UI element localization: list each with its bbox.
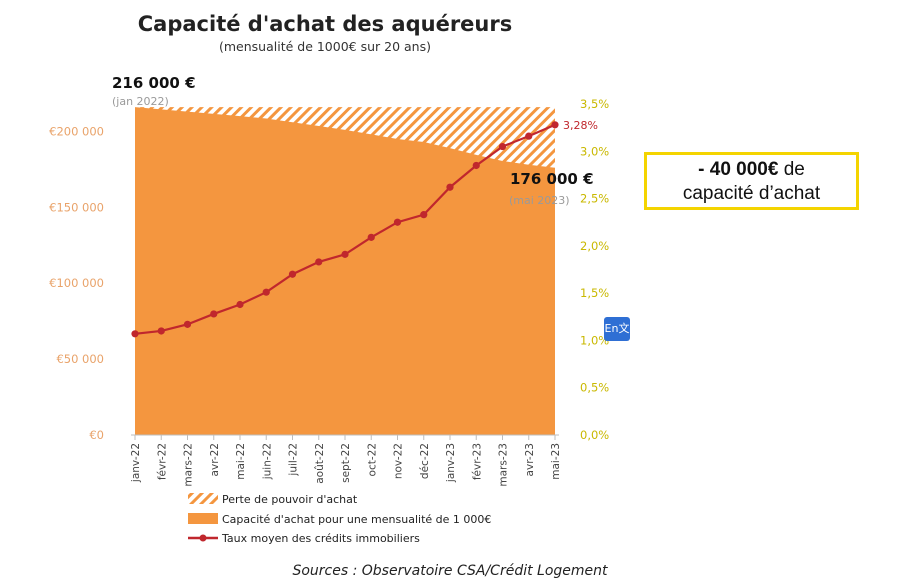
legend-swatch-loss — [188, 493, 218, 504]
rate-point — [210, 310, 218, 318]
callout-rest2: capacité d’achat — [682, 183, 821, 204]
source-note: Sources : Observatoire CSA/Crédit Logeme… — [292, 563, 608, 579]
x-tick-label: juin-22 — [261, 443, 273, 480]
rate-point — [262, 288, 270, 296]
start-value-label: 216 000 € — [112, 74, 196, 92]
rate-point — [131, 330, 139, 338]
right-tick-label: 0,5% — [580, 381, 609, 395]
rate-point — [551, 121, 559, 129]
callout-rest1: de — [778, 159, 805, 180]
chart-subtitle: (mensualité de 1000€ sur 20 ans) — [219, 39, 431, 54]
legend-label-loss: Perte de pouvoir d'achat — [222, 493, 358, 506]
rate-point — [525, 132, 533, 140]
rate-point — [236, 300, 244, 309]
right-tick-label: 2,5% — [580, 192, 609, 206]
legend-swatch-capacity — [188, 513, 218, 524]
last-rate-label: 3,28% — [563, 119, 598, 132]
rate-point — [315, 258, 323, 266]
legend-label-capacity: Capacité d'achat pour une mensualité de … — [222, 513, 491, 526]
left-tick-label: €50 000 — [56, 352, 104, 366]
legend-marker-rate — [199, 534, 207, 542]
left-tick-label: €100 000 — [49, 276, 104, 290]
legend-label-rate: Taux moyen des crédits immobiliers — [221, 532, 420, 545]
right-tick-label: 3,0% — [580, 144, 609, 158]
rate-point — [393, 218, 402, 226]
left-tick-label: €150 000 — [49, 200, 104, 214]
x-tick-label: sept-22 — [340, 443, 352, 483]
x-tick-label: mai-23 — [550, 443, 562, 480]
rate-point — [367, 233, 375, 241]
left-tick-label: €0 — [89, 428, 104, 442]
right-tick-label: 1,0% — [580, 333, 609, 347]
rate-point — [341, 250, 349, 258]
right-tick-label: 3,5% — [580, 97, 609, 111]
x-tick-label: juil-22 — [288, 443, 300, 477]
x-tick-label: mars-22 — [183, 443, 195, 487]
x-tick-label: déc-22 — [419, 443, 431, 479]
rate-point — [183, 320, 192, 328]
left-tick-label: €200 000 — [49, 124, 104, 138]
rate-point — [288, 270, 297, 278]
x-tick-label: avr-22 — [209, 443, 221, 476]
x-tick-label: avr-23 — [524, 443, 536, 476]
rate-point — [446, 183, 454, 191]
right-tick-label: 1,5% — [580, 286, 609, 300]
callout-strong: - 40 000€ — [698, 159, 779, 180]
rate-point — [157, 327, 165, 335]
x-tick-label: févr-23 — [471, 443, 483, 480]
x-tick-label: janv-23 — [445, 443, 457, 483]
chart-title: Capacité d'achat des aquéreurs — [138, 12, 512, 36]
rate-point — [472, 161, 480, 170]
right-tick-label: 2,0% — [580, 239, 609, 253]
x-tick-label: nov-22 — [393, 443, 405, 479]
x-tick-label: août-22 — [314, 443, 326, 484]
start-date-label: (jan 2022) — [112, 95, 169, 108]
translate-icon[interactable]: En文 — [604, 317, 630, 341]
callout-box: - 40 000€ de capacité d’achat — [644, 152, 859, 210]
x-tick-label: mars-23 — [498, 443, 510, 487]
x-tick-label: févr-22 — [156, 443, 168, 480]
right-tick-label: 0,0% — [580, 428, 609, 442]
rate-point — [420, 211, 428, 219]
x-tick-label: oct-22 — [366, 443, 378, 476]
x-tick-label: janv-22 — [130, 443, 142, 483]
rate-point — [498, 142, 507, 151]
end-value-label: 176 000 € — [510, 170, 594, 188]
x-tick-label: mai-22 — [235, 443, 247, 480]
end-date-label: (mai 2023) — [509, 194, 570, 207]
